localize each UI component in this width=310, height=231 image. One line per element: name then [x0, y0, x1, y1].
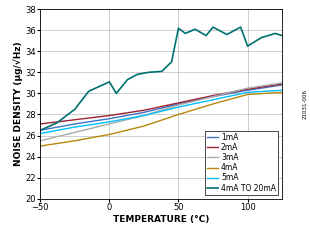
4mA TO 20mA — [273, 32, 277, 35]
5mA — [246, 91, 250, 94]
Line: 4mA TO 20mA: 4mA TO 20mA — [40, 27, 282, 130]
4mA TO 20mA — [177, 27, 180, 30]
3mA — [142, 114, 146, 117]
Line: 2mA: 2mA — [40, 84, 282, 124]
4mA TO 20mA — [246, 45, 250, 47]
4mA TO 20mA — [108, 80, 111, 83]
3mA — [211, 95, 215, 98]
1mA — [280, 84, 284, 86]
4mA TO 20mA — [204, 34, 208, 37]
Legend: 1mA, 2mA, 3mA, 4mA, 5mA, 4mA TO 20mA: 1mA, 2mA, 3mA, 4mA, 5mA, 4mA TO 20mA — [205, 131, 278, 195]
4mA TO 20mA — [259, 36, 263, 39]
X-axis label: TEMPERATURE (°C): TEMPERATURE (°C) — [113, 215, 209, 224]
5mA — [280, 89, 284, 92]
2mA — [108, 114, 111, 117]
2mA — [177, 101, 180, 104]
4mA — [211, 103, 215, 105]
1mA — [38, 129, 42, 132]
4mA TO 20mA — [170, 61, 173, 63]
2mA — [246, 88, 250, 91]
4mA TO 20mA — [193, 28, 197, 31]
2mA — [38, 123, 42, 125]
1mA — [108, 117, 111, 120]
4mA — [177, 113, 180, 116]
3mA — [246, 87, 250, 90]
2mA — [73, 118, 77, 121]
3mA — [73, 131, 77, 134]
3mA — [108, 123, 111, 125]
4mA TO 20mA — [55, 122, 59, 124]
Line: 3mA: 3mA — [40, 83, 282, 141]
4mA — [280, 91, 284, 94]
Line: 1mA: 1mA — [40, 85, 282, 130]
Line: 5mA: 5mA — [40, 90, 282, 134]
4mA TO 20mA — [146, 71, 150, 74]
2mA — [211, 94, 215, 97]
3mA — [280, 82, 284, 84]
Line: 4mA: 4mA — [40, 92, 282, 146]
4mA TO 20mA — [87, 90, 91, 93]
5mA — [73, 126, 77, 128]
4mA — [73, 139, 77, 142]
4mA — [38, 145, 42, 147]
1mA — [211, 95, 215, 98]
Text: 21031-006: 21031-006 — [303, 89, 308, 119]
Y-axis label: NOISE DENSITY (μg/√Hz): NOISE DENSITY (μg/√Hz) — [13, 42, 23, 166]
5mA — [38, 132, 42, 135]
4mA TO 20mA — [73, 108, 77, 111]
4mA — [246, 93, 250, 96]
4mA TO 20mA — [126, 78, 129, 81]
4mA TO 20mA — [239, 26, 242, 28]
4mA — [142, 125, 146, 128]
4mA TO 20mA — [211, 26, 215, 28]
4mA TO 20mA — [184, 32, 187, 35]
1mA — [246, 89, 250, 92]
4mA TO 20mA — [160, 70, 164, 73]
3mA — [38, 139, 42, 142]
5mA — [177, 106, 180, 109]
2mA — [280, 82, 284, 85]
5mA — [108, 120, 111, 123]
4mA TO 20mA — [225, 33, 229, 36]
1mA — [142, 111, 146, 114]
2mA — [142, 109, 146, 112]
4mA TO 20mA — [280, 34, 284, 37]
1mA — [177, 103, 180, 105]
3mA — [177, 104, 180, 106]
4mA — [108, 133, 111, 136]
4mA TO 20mA — [114, 92, 118, 95]
5mA — [211, 98, 215, 101]
4mA TO 20mA — [135, 73, 139, 76]
1mA — [73, 123, 77, 125]
5mA — [142, 114, 146, 117]
4mA TO 20mA — [38, 129, 42, 132]
